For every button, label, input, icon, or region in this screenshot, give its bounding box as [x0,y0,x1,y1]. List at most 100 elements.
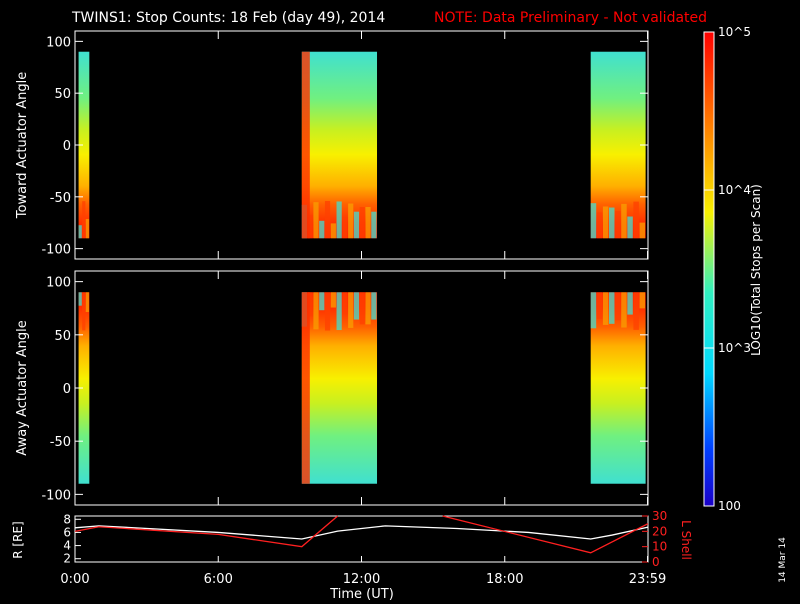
heatmap-noise [639,292,646,309]
heatmap-noise [82,201,86,239]
colorbar: 10^5 10^4 10^3 100 LOG10(Total Stops per Sc… [703,25,763,513]
heatmap-noise [336,201,342,239]
heatmap-noise [353,211,360,239]
heatmap-noise [621,203,627,239]
heatmap-noise [365,206,371,239]
heatmap-noise [324,200,331,239]
lshell-axis-label: L Shell [679,520,693,560]
heatmap-noise [371,211,377,239]
heatmap-noise [313,292,319,330]
heatmap-noise [85,219,89,239]
y-tick-label: -100 [41,488,71,503]
heatmap-noise [348,292,354,328]
heatmap-noise [319,292,325,311]
heatmap-noise [307,214,313,239]
colorbar-tick-label: 10^5 [718,25,751,39]
away-panel: 100 50 0 -50 -100 Away Actuator Angle [15,270,649,506]
y-tick-label: 100 [46,276,71,291]
colorbar-tick-label: 100 [718,499,741,513]
heatmap-noise [596,212,603,239]
r-tick-label: 8 [63,512,71,526]
y-tick-label: -100 [41,243,71,258]
preliminary-note: NOTE: Data Preliminary - Not validated [434,10,707,26]
r-line [74,525,649,540]
heatmap-noise [330,292,336,308]
r-axis-label: R [RE] [11,521,25,558]
heatmap-noise [336,292,342,331]
away-ticks: 100 50 0 -50 -100 [41,271,649,505]
y-tick-label: -50 [50,435,71,450]
heatmap-edge [301,51,310,239]
heatmap-noise [621,292,627,328]
heatmap-noise [615,211,621,239]
r-tick-label: 6 [63,525,71,539]
date-stamp: 14 Mar 14 [778,537,788,583]
colorbar-tick-label: 10^4 [718,183,751,197]
colorbar-label: LOG10(Total Stops per Scan) [749,184,763,356]
heatmap-block [78,292,90,484]
heatmap-noise [353,292,360,320]
toward-data-blocks [78,51,646,239]
lshell-line [442,515,649,554]
heatmap-noise [348,203,354,239]
y-tick-label: 50 [54,87,71,102]
heatmap-noise [313,202,319,239]
heatmap-noise [371,292,377,320]
heatmap-noise [365,292,371,325]
heatmap-noise [324,292,331,331]
lshell-tick-label: 20 [652,524,667,538]
x-tick-label: 6:00 [204,572,233,587]
heatmap-noise [615,292,621,321]
x-tick-label: 0:00 [60,572,89,587]
away-data-blocks [78,292,646,484]
heatmap-noise [590,292,597,329]
heatmap-noise [633,292,639,330]
heatmap-noise [602,206,609,239]
heatmap-noise [342,217,348,239]
heatmap-noise [639,222,646,239]
heatmap-edge [301,292,310,484]
colorbar-tick-label: 10^3 [718,341,751,355]
heatmap-noise [602,292,609,325]
heatmap-noise [342,292,348,314]
y-tick-label: 0 [63,139,71,154]
toward-panel: 100 50 0 -50 -100 Toward Actuator Angle [15,30,649,260]
colorbar-ticks: 10^5 10^4 10^3 100 [704,25,751,513]
heatmap-noise [85,292,89,313]
lshell-tick-label: 10 [652,540,667,554]
heatmap-noise [330,223,336,239]
y-tick-label: -50 [50,191,71,206]
y-tick-label: 0 [63,382,71,397]
r-tick-label: 4 [63,539,71,553]
heatmap-noise [633,201,639,239]
chart-title: TWINS1: Stop Counts: 18 Feb (day 49), 20… [71,10,385,26]
heatmap-noise [627,292,633,315]
heatmap-noise [609,292,615,324]
heatmap-noise [590,203,597,239]
heatmap-noise [82,292,86,331]
away-ylabel: Away Actuator Angle [15,320,30,455]
ephemeris-lines [74,515,649,554]
y-tick-label: 50 [54,329,71,344]
colorbar-scale [704,32,714,506]
heatmap-noise [78,292,82,306]
y-tick-label: 100 [46,35,71,50]
heatmap-noise [319,220,325,239]
toward-ylabel: Toward Actuator Angle [15,72,30,219]
heatmap-block [78,51,90,239]
ephemeris-frame [74,515,649,563]
x-tick-label: 23:59 [629,572,666,587]
lshell-tick-label: 30 [652,509,667,523]
heatmap-noise [609,207,615,239]
lshell-line [74,515,339,548]
toward-ticks: 100 50 0 -50 -100 [41,31,649,259]
x-tick-label: 12:00 [343,572,380,587]
heatmap-noise [627,216,633,239]
heatmap-noise [596,292,603,319]
x-axis-label: Time (UT) [329,587,394,600]
lshell-tick-label: 0 [652,555,660,569]
